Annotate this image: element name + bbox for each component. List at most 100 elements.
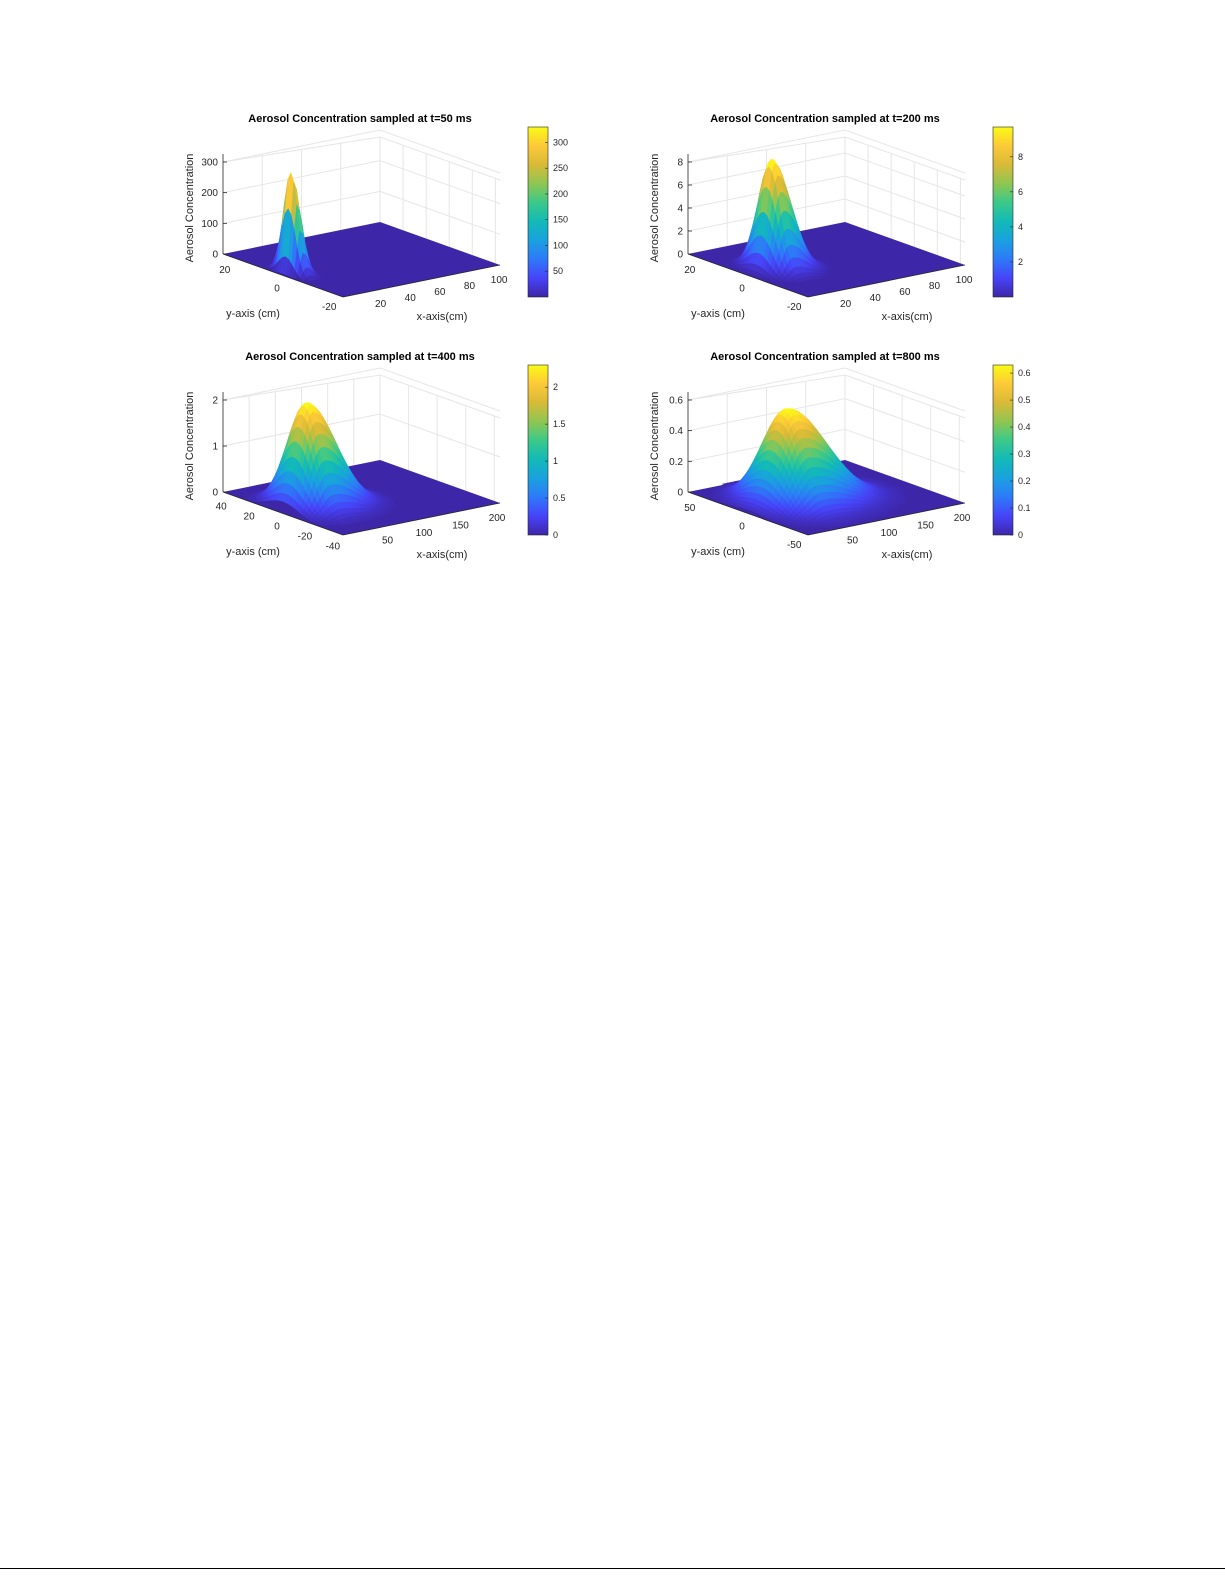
colorbar-gradient [527,126,549,298]
z-tick-label: 200 [201,188,218,199]
z-tick-label: 2 [677,227,683,238]
x-tick-label: 80 [929,281,941,292]
x-tick-label: 20 [840,299,852,310]
x-tick-label: 60 [434,287,446,298]
x-tick-label: 100 [956,275,973,286]
grid-line [687,152,966,197]
back-grid [687,367,966,501]
y-axis-line [222,253,344,298]
x-tick-label: 150 [917,521,934,532]
x-axis-label: x-axis(cm) [882,549,933,561]
colorbar-tick-label: 0.1 [1018,503,1031,513]
grid-line [687,129,966,174]
x-tick-label: 200 [954,513,971,524]
surface-patch [321,523,328,527]
y-axis-label: y-axis (cm) [226,308,280,320]
x-axis-line [342,502,501,536]
y-axis-label: y-axis (cm) [691,308,745,320]
colorbar-tick-label: 0 [1018,530,1023,540]
y-tick-label: 0 [274,522,280,533]
z-tick-label: 0 [212,250,218,261]
back-grid [222,129,501,264]
surface-plume [709,408,908,529]
colorbar-tick-label: 0.2 [1018,476,1031,486]
surface-patch [329,522,336,527]
z-tick-label: 300 [201,158,218,169]
surface-patch [825,525,832,529]
chart-title: Aerosol Concentration sampled at t=400 m… [245,351,475,363]
colorbar-tick-label: 2 [553,382,558,392]
grid-line [687,175,966,220]
x-tick-label: 50 [382,536,394,547]
grid-line [222,160,501,205]
y-tick-label: 0 [739,284,745,295]
x-axis-line [807,502,966,536]
colorbar-gradient [527,364,549,536]
z-axis-label: Aerosol Concentration [184,392,196,501]
colorbar-tick-label: 6 [1018,187,1023,197]
x-tick-label: 40 [405,293,417,304]
colorbar-tick-label: 2 [1018,257,1023,267]
surface-patch [300,271,307,281]
x-tick-label: 40 [870,293,882,304]
chart-title: Aerosol Concentration sampled at t=800 m… [710,351,940,363]
grid-line [379,374,501,419]
z-axis-label: Aerosol Concentration [184,154,196,263]
x-tick-label: 100 [416,528,433,539]
z-axis-label: Aerosol Concentration [649,154,661,263]
colorbar: 0 0.5 1 1.5 2 [527,364,566,540]
colorbar-tick-label: 50 [553,266,563,276]
y-axis-label: y-axis (cm) [691,546,745,558]
chart-panel-1: Aerosol Concentration sampled at t=50 ms… [184,113,568,323]
grid-line [687,398,966,443]
grid-line [687,367,966,412]
z-tick-label: 0 [212,488,218,499]
colorbar: 0 0.1 0.2 0.3 0.4 0.5 0.6 [992,364,1031,540]
colorbar-tick-label: 200 [553,189,568,199]
z-tick-label: 1 [212,442,218,453]
surface-patch [337,522,345,527]
grid-line [222,129,501,174]
x-axis-line [807,264,966,298]
z-tick-label: 2 [212,396,218,407]
x-tick-label: 100 [881,528,898,539]
y-tick-label: -50 [787,540,802,551]
z-tick-label: 0.6 [669,396,683,407]
z-tick-label: 0.4 [669,426,683,437]
surface-floor [223,222,500,297]
y-tick-label: -20 [787,302,802,313]
surface-patch [777,521,785,525]
grid-line [687,428,966,473]
x-tick-label: 20 [375,299,387,310]
z-axis-label: Aerosol Concentration [649,392,661,501]
colorbar-tick-label: 100 [553,240,568,250]
surface-patch [315,522,323,526]
z-tick-label: 6 [677,181,683,192]
x-tick-label: 60 [899,287,911,298]
surface-patch [291,269,298,280]
surface-patch [770,277,778,282]
colorbar-tick-label: 1 [553,456,558,466]
x-axis-label: x-axis(cm) [882,311,933,323]
colorbar-tick-label: 250 [553,163,568,173]
y-tick-label: 20 [684,265,696,276]
colorbar-tick-label: 300 [553,137,568,147]
y-tick-label: 20 [219,265,231,276]
colorbar-tick-label: 0.5 [1018,395,1031,405]
surface-patch [793,279,800,284]
surface-patch [838,524,846,528]
colorbar-gradient [992,364,1014,536]
surface-floor [688,222,965,297]
y-axis-line [687,253,809,298]
y-axis-line [687,491,809,536]
y-axis-label: y-axis (cm) [226,546,280,558]
grid-line [222,413,501,458]
surface-patch [759,274,766,279]
colorbar-tick-label: 150 [553,215,568,225]
y-tick-label: -20 [298,532,313,543]
surface-patch [797,524,805,528]
surface-patch [787,278,795,283]
